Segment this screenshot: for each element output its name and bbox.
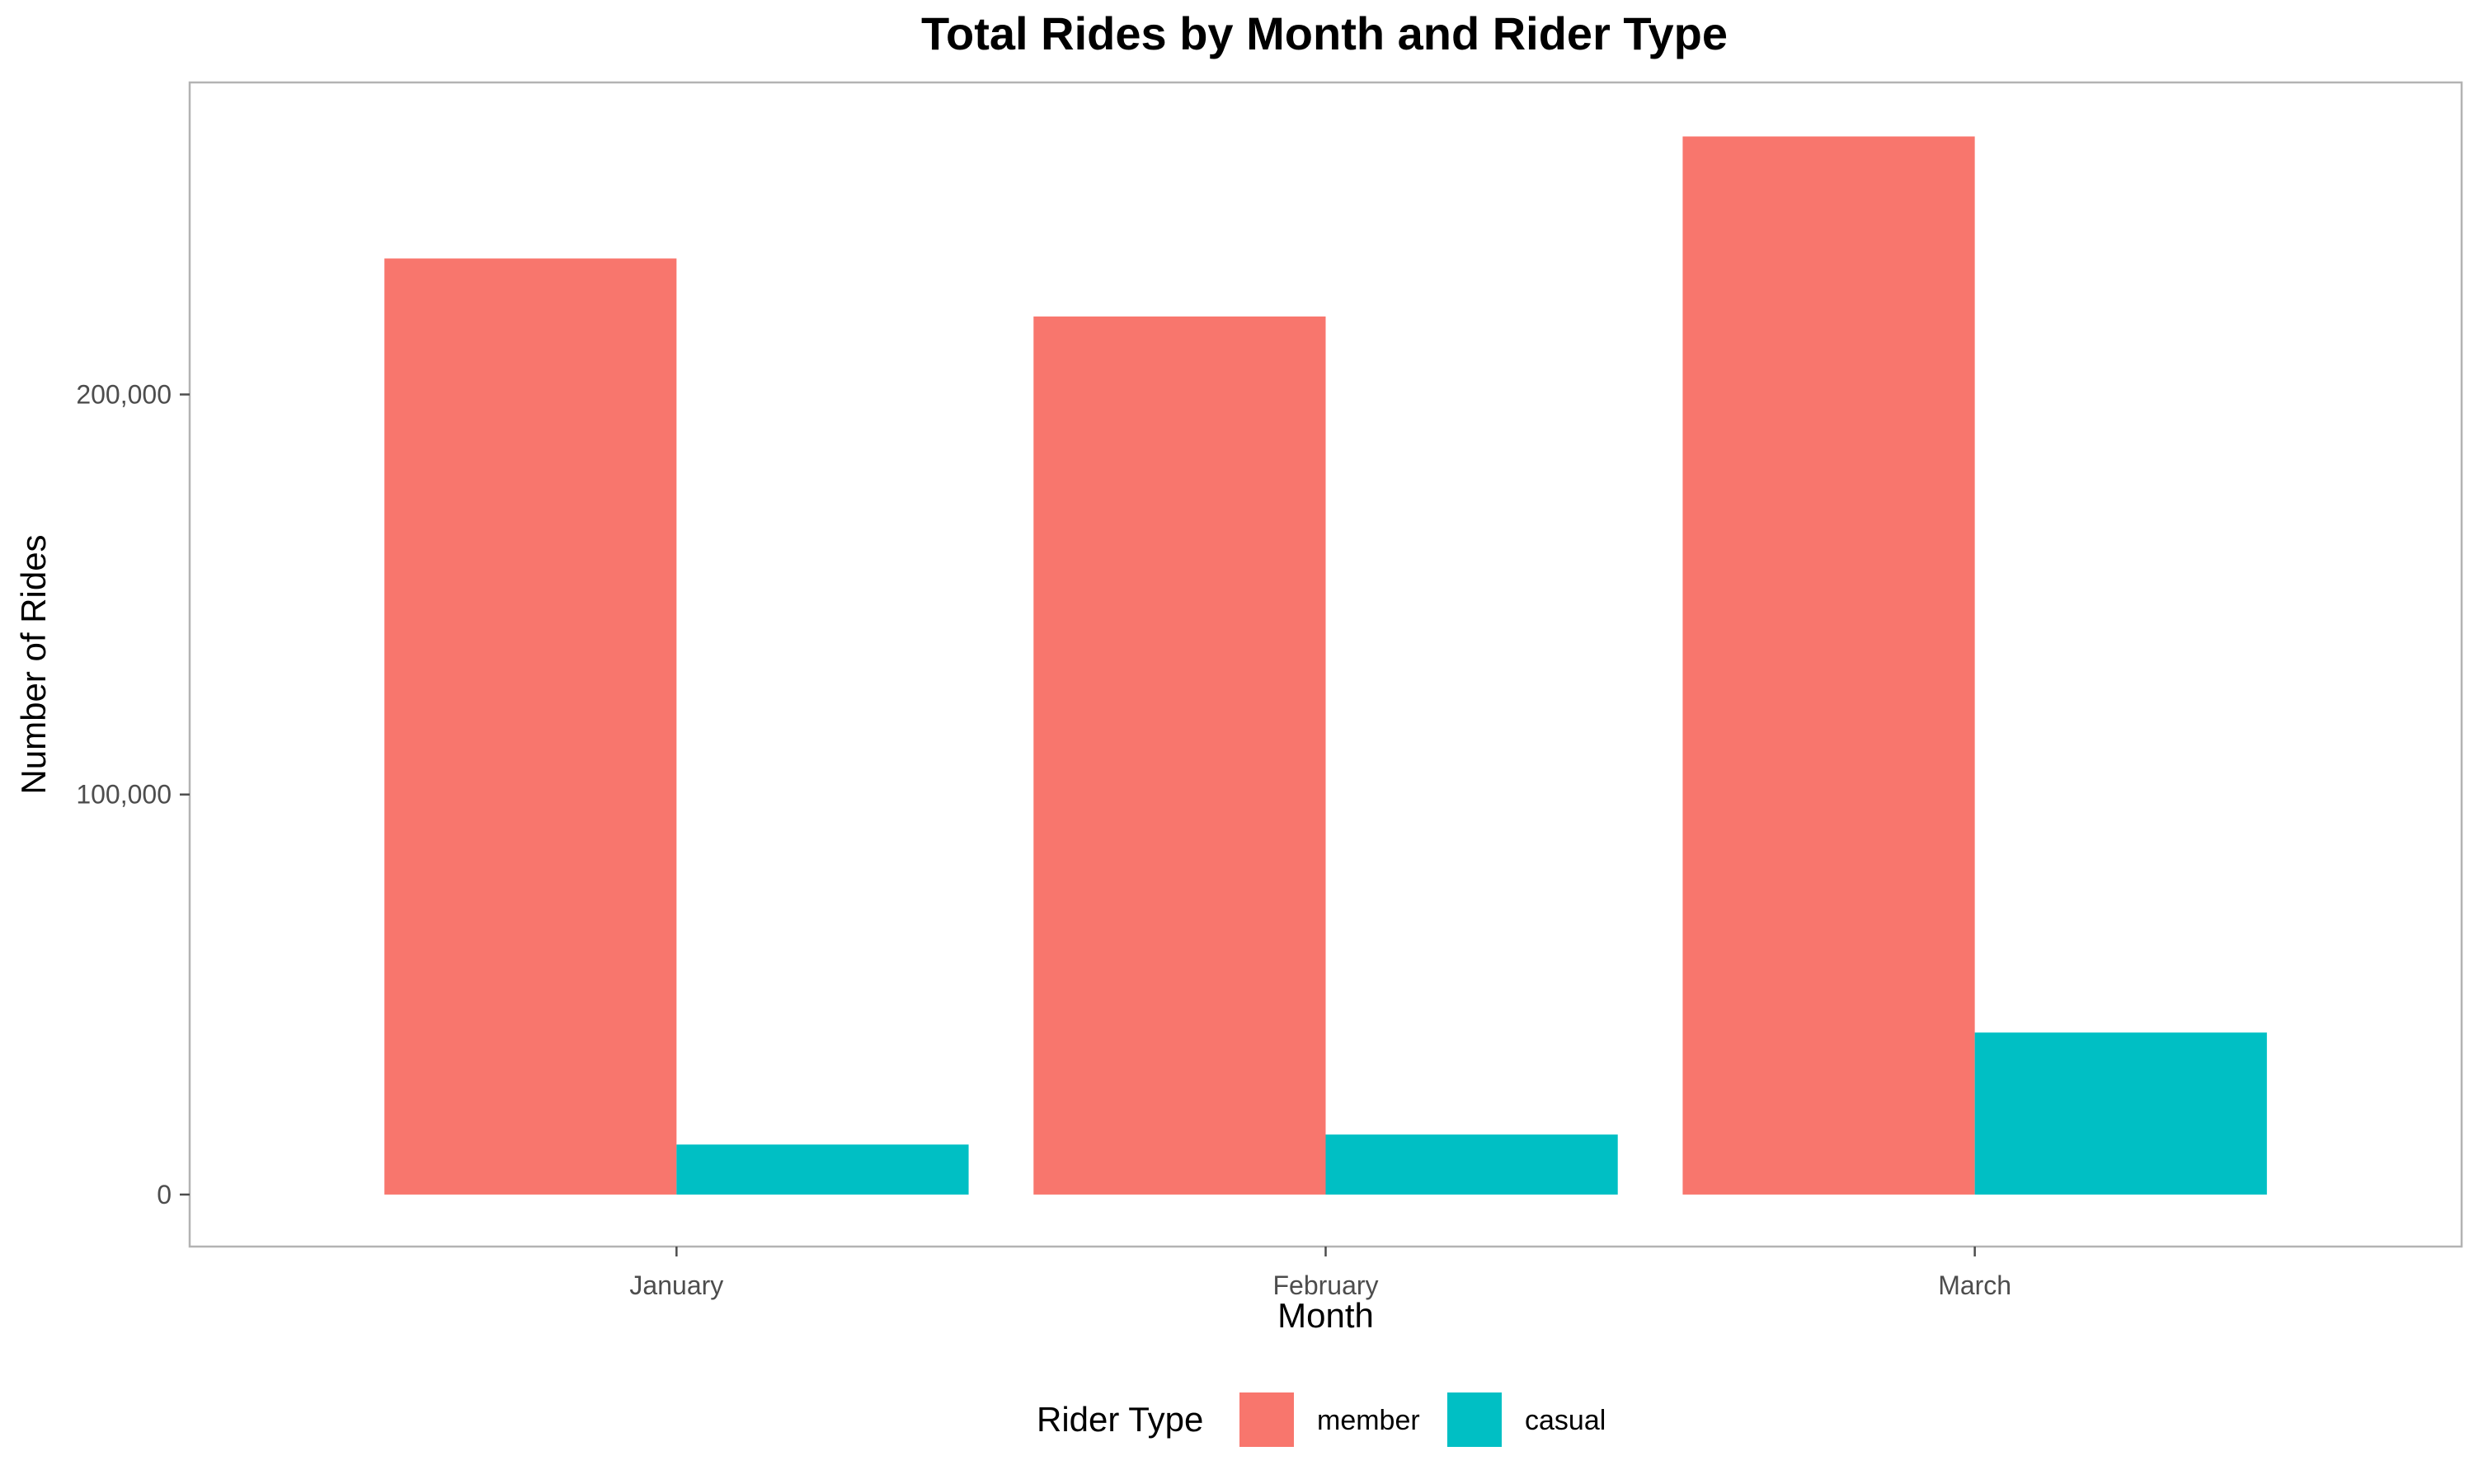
bars-layer xyxy=(384,136,2267,1195)
legend-title: Rider Type xyxy=(1037,1400,1203,1439)
legend: Rider Type member casual xyxy=(1037,1392,1606,1447)
legend-label-member: member xyxy=(1317,1405,1420,1436)
bar-casual-february xyxy=(1325,1134,1618,1195)
bar-member-february xyxy=(1033,316,1326,1195)
x-axis: January February March xyxy=(629,1247,2011,1300)
y-axis: 0 100,000 200,000 xyxy=(76,379,190,1209)
y-axis-title: Number of Rides xyxy=(14,534,53,794)
y-tick-label: 100,000 xyxy=(76,780,172,810)
bar-member-january xyxy=(384,258,677,1195)
legend-label-casual: casual xyxy=(1525,1405,1606,1436)
bar-member-march xyxy=(1682,136,1975,1195)
y-tick-label: 200,000 xyxy=(76,379,172,409)
legend-key-casual xyxy=(1447,1392,1502,1447)
x-tick-label: March xyxy=(1938,1270,2011,1300)
y-tick-label: 0 xyxy=(157,1180,172,1209)
x-tick-label: February xyxy=(1272,1270,1378,1300)
x-tick-label: January xyxy=(629,1270,723,1300)
chart-title: Total Rides by Month and Rider Type xyxy=(921,7,1728,59)
legend-key-member xyxy=(1239,1392,1294,1447)
bar-casual-march xyxy=(1974,1032,2267,1195)
x-axis-title: Month xyxy=(1277,1296,1374,1335)
bar-casual-january xyxy=(676,1144,969,1195)
